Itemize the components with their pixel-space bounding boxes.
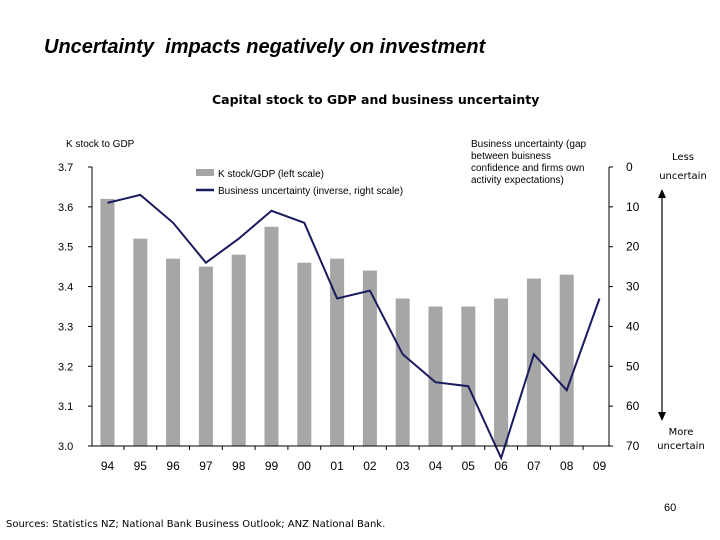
bar-04	[428, 306, 443, 446]
left-tick-label: 3.1	[58, 401, 73, 413]
right-tick-label: 0	[626, 160, 633, 174]
legend-bar-label: K stock/GDP (left scale)	[218, 169, 324, 180]
x-tick-label: 02	[363, 459, 377, 473]
left-tick-label: 3.2	[58, 361, 73, 373]
bar-03	[395, 298, 410, 446]
arrow-up-head	[658, 189, 666, 198]
bar-08	[559, 274, 574, 446]
x-tick-label: 07	[527, 459, 541, 473]
right-tick-label: 70	[626, 439, 640, 453]
right-axis-label-line: between buisness	[471, 151, 551, 162]
more-uncertain-label-line2: uncertain	[657, 441, 705, 452]
right-axis-label-line: activity expectations)	[471, 175, 564, 186]
bar-07	[526, 278, 541, 446]
slide-title: Uncertainty impacts negatively on invest…	[44, 36, 486, 58]
x-tick-label: 98	[232, 459, 246, 473]
bar-02	[362, 270, 377, 446]
right-tick-label: 10	[626, 200, 640, 214]
right-tick-label: 60	[626, 399, 640, 413]
bar-00	[297, 262, 312, 446]
axes: 3.73.63.53.43.33.23.13.00102030405060709…	[58, 160, 640, 473]
x-tick-label: 96	[166, 459, 180, 473]
left-tick-label: 3.6	[58, 202, 73, 214]
left-tick-label: 3.3	[58, 321, 73, 333]
less-uncertain-label-line1: Less	[672, 152, 694, 163]
uncertainty-line	[107, 193, 601, 461]
bar-series	[100, 198, 574, 446]
arrow-down-head	[658, 412, 666, 421]
left-tick-label: 3.0	[58, 441, 73, 453]
bar-98	[231, 254, 246, 446]
bar-01	[330, 258, 345, 446]
right-tick-label: 30	[626, 280, 640, 294]
line-series	[107, 193, 601, 461]
chart-title: Capital stock to GDP and business uncert…	[212, 92, 540, 107]
x-tick-label: 06	[494, 459, 508, 473]
x-tick-label: 95	[134, 459, 148, 473]
page-number: 60	[664, 502, 677, 514]
right-tick-label: 40	[626, 319, 640, 333]
x-tick-label: 97	[199, 459, 213, 473]
left-tick-label: 3.5	[58, 242, 73, 254]
x-tick-label: 01	[330, 459, 344, 473]
bar-97	[198, 266, 213, 446]
uncertainty-notes: Less uncertain More uncertain	[657, 152, 707, 452]
x-tick-label: 04	[429, 459, 443, 473]
right-axis-label-line: confidence and firms own	[471, 163, 584, 174]
legend-line-label: Business uncertainty (inverse, right sca…	[218, 186, 403, 197]
x-tick-label: 99	[265, 459, 279, 473]
bar-99	[264, 226, 279, 446]
legend: K stock/GDP (left scale) Business uncerta…	[196, 169, 403, 197]
x-tick-label: 94	[101, 459, 115, 473]
bar-05	[461, 306, 476, 446]
right-axis-label-line: Business uncertainty (gap	[471, 139, 587, 150]
x-tick-label: 08	[560, 459, 574, 473]
bar-94	[100, 198, 115, 446]
axis-labels: K stock to GDP Business uncertainty (gapb…	[66, 139, 587, 186]
more-uncertain-label-line1: More	[669, 427, 694, 438]
x-tick-label: 00	[298, 459, 312, 473]
bar-06	[494, 298, 509, 446]
left-tick-label: 3.7	[58, 162, 73, 174]
sources-note: Sources: Statistics NZ; National Bank Bu…	[6, 519, 386, 530]
x-tick-label: 05	[462, 459, 476, 473]
bar-95	[133, 238, 148, 446]
legend-bar-swatch	[196, 169, 214, 176]
left-tick-label: 3.4	[58, 282, 73, 294]
less-uncertain-label-line2: uncertain	[659, 171, 707, 182]
right-tick-label: 20	[626, 240, 640, 254]
x-tick-label: 09	[593, 459, 607, 473]
right-tick-label: 50	[626, 359, 640, 373]
x-tick-label: 03	[396, 459, 410, 473]
left-axis-label: K stock to GDP	[66, 139, 135, 150]
bar-96	[166, 258, 181, 446]
